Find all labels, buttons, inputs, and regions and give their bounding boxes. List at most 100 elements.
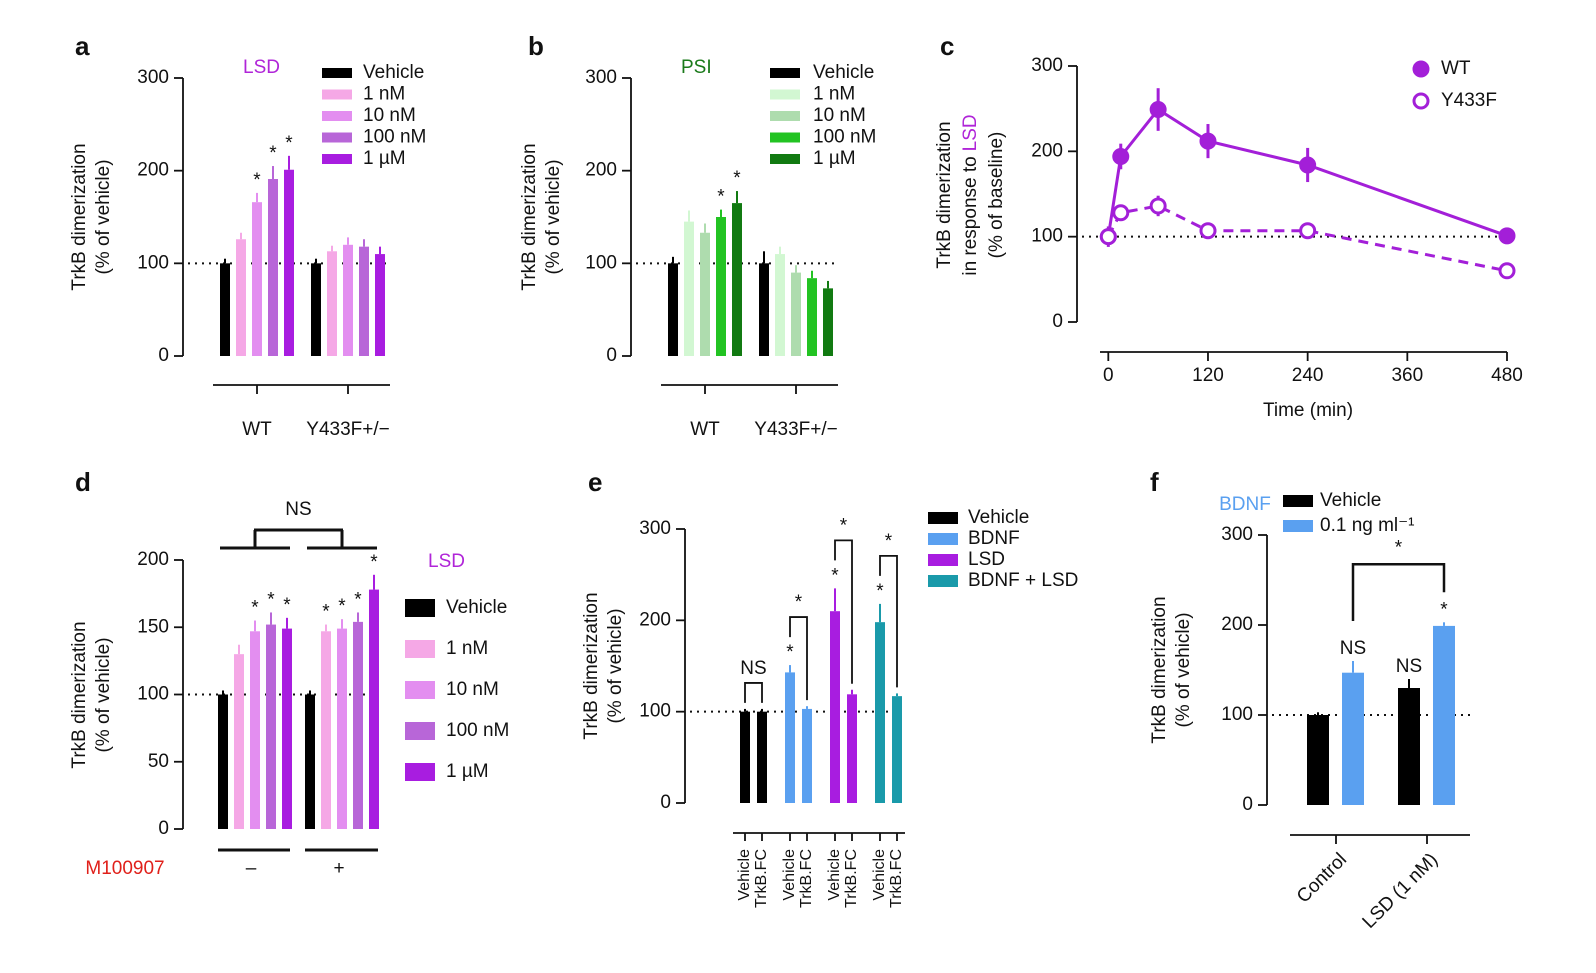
bar (668, 263, 678, 356)
panel-label: a (75, 31, 90, 61)
y-tick-label: 50 (148, 751, 169, 772)
x-tick-label: TrkB.FC (798, 849, 815, 908)
y-axis-label: (% of vehicle) (1173, 612, 1194, 727)
legend-swatch (770, 132, 800, 143)
y-tick-label: 100 (639, 701, 671, 722)
annotation: LSD (243, 57, 280, 78)
significance-label: * (717, 187, 725, 208)
x-tick-label: TrkB.FC (888, 849, 905, 908)
y-tick-label: 100 (1031, 226, 1063, 247)
legend-label: BDNF (968, 528, 1020, 549)
legend-label: 1 µM (813, 148, 856, 169)
x-tick-label: Vehicle (871, 849, 888, 901)
y-axis-label: TrkB dimerization (1149, 596, 1170, 743)
bar (1307, 715, 1329, 805)
legend-label: LSD (968, 549, 1005, 570)
legend-swatch (322, 111, 352, 121)
legend-label: WT (1441, 58, 1471, 79)
marker (1149, 101, 1167, 119)
bar (875, 622, 885, 803)
bracket-label: * (885, 531, 893, 552)
bar (375, 254, 385, 356)
y-tick-label: 0 (1052, 311, 1063, 332)
significance-label: * (338, 596, 346, 617)
legend-label: Vehicle (968, 507, 1029, 528)
legend-swatch (928, 575, 958, 587)
bar (1433, 625, 1455, 805)
legend-label: 1 nM (363, 84, 405, 105)
bar (830, 611, 840, 803)
bar (266, 624, 276, 829)
bracket (1351, 563, 1446, 621)
bar (268, 179, 278, 356)
y-axis-label-highlight: LSD (960, 114, 981, 151)
significance-label: * (786, 642, 794, 663)
y-tick-label: 150 (137, 616, 169, 637)
annotation: LSD (428, 551, 465, 572)
bracket (744, 682, 763, 703)
bar (284, 169, 294, 356)
bracket-label: * (795, 592, 803, 613)
y-axis-label: TrkB dimerization (69, 621, 90, 768)
x-axis-label: Time (min) (1263, 400, 1353, 421)
bar (823, 288, 833, 356)
legend-swatch (1283, 520, 1313, 532)
significance-label: * (876, 581, 884, 602)
y-tick-label: 200 (585, 160, 617, 181)
y-tick-label: 100 (137, 252, 169, 273)
bracket-label: * (1395, 537, 1403, 558)
legend-title: BDNF (1219, 494, 1271, 515)
series-line (1106, 107, 1508, 238)
x-tick-label: TrkB.FC (843, 849, 860, 908)
bar (775, 254, 785, 356)
significance-label: NS (1396, 656, 1422, 677)
panel-label: f (1150, 467, 1159, 497)
y-tick-label: 300 (585, 67, 617, 88)
bracket (879, 554, 898, 688)
bar (892, 696, 902, 803)
legend-marker (1412, 92, 1430, 110)
bar (700, 232, 710, 356)
bar (218, 694, 228, 829)
marker (1498, 227, 1516, 245)
marker (1112, 147, 1130, 165)
significance-label: * (285, 133, 293, 154)
bar (807, 278, 817, 356)
legend-label: 1 µM (363, 148, 406, 169)
legend-swatch (1283, 495, 1313, 507)
significance-label: * (253, 170, 261, 191)
x-tick-label: Y433F+/− (754, 419, 837, 440)
legend-label: Vehicle (446, 597, 507, 618)
panel-label: b (528, 31, 544, 61)
marker (1099, 228, 1117, 246)
marker (1299, 156, 1317, 174)
annotation: PSI (681, 57, 712, 78)
bar (311, 263, 321, 356)
bar (337, 628, 347, 829)
legend-swatch (770, 89, 800, 100)
x-tick-label: Y433F+/− (306, 419, 389, 440)
y-axis-label: (% of vehicle) (605, 608, 626, 723)
significance-label: * (251, 598, 259, 619)
y-tick-label: 0 (660, 792, 671, 813)
bar (250, 631, 260, 829)
legend-label: BDNF + LSD (968, 570, 1078, 591)
legend-swatch (770, 111, 800, 121)
y-tick-label: 300 (639, 518, 671, 539)
y-tick-label: 0 (158, 345, 169, 366)
legend-label: Vehicle (813, 62, 874, 83)
panel-label: d (75, 467, 91, 497)
bar (359, 246, 369, 356)
x-tick-label: TrkB.FC (753, 849, 770, 908)
y-axis-label: (% of vehicle) (543, 159, 564, 274)
x-tick-label: 480 (1491, 365, 1523, 386)
bracket (789, 616, 808, 701)
legend-swatch (322, 68, 352, 78)
marker (1299, 222, 1317, 240)
legend-label: Vehicle (1320, 490, 1381, 511)
category-title: M100907 (85, 858, 164, 879)
bar (234, 654, 244, 829)
legend-swatch (405, 763, 435, 781)
y-axis-label: TrkB dimerization (934, 121, 955, 268)
y-axis-label: in response toLSD (960, 114, 981, 275)
